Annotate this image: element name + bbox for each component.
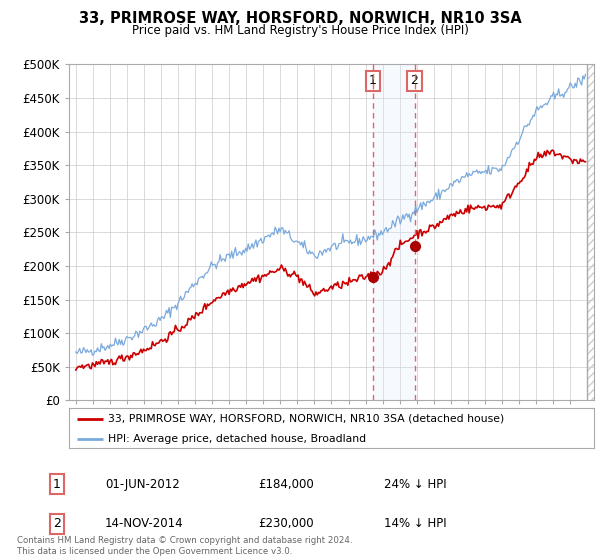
Text: £230,000: £230,000 <box>258 517 314 530</box>
Text: 33, PRIMROSE WAY, HORSFORD, NORWICH, NR10 3SA (detached house): 33, PRIMROSE WAY, HORSFORD, NORWICH, NR1… <box>109 414 505 424</box>
Text: 2: 2 <box>410 74 418 87</box>
Text: 01-JUN-2012: 01-JUN-2012 <box>105 478 180 491</box>
Bar <box>373 64 415 400</box>
Text: 14% ↓ HPI: 14% ↓ HPI <box>384 517 446 530</box>
Bar <box>587 64 594 400</box>
Text: HPI: Average price, detached house, Broadland: HPI: Average price, detached house, Broa… <box>109 434 367 444</box>
Text: Price paid vs. HM Land Registry's House Price Index (HPI): Price paid vs. HM Land Registry's House … <box>131 24 469 36</box>
Text: 33, PRIMROSE WAY, HORSFORD, NORWICH, NR10 3SA: 33, PRIMROSE WAY, HORSFORD, NORWICH, NR1… <box>79 11 521 26</box>
Text: Contains HM Land Registry data © Crown copyright and database right 2024.
This d: Contains HM Land Registry data © Crown c… <box>17 536 352 556</box>
Text: 2: 2 <box>53 517 61 530</box>
Text: 1: 1 <box>369 74 377 87</box>
Text: 24% ↓ HPI: 24% ↓ HPI <box>384 478 446 491</box>
Text: 14-NOV-2014: 14-NOV-2014 <box>105 517 184 530</box>
Text: 1: 1 <box>53 478 61 491</box>
Text: £184,000: £184,000 <box>258 478 314 491</box>
